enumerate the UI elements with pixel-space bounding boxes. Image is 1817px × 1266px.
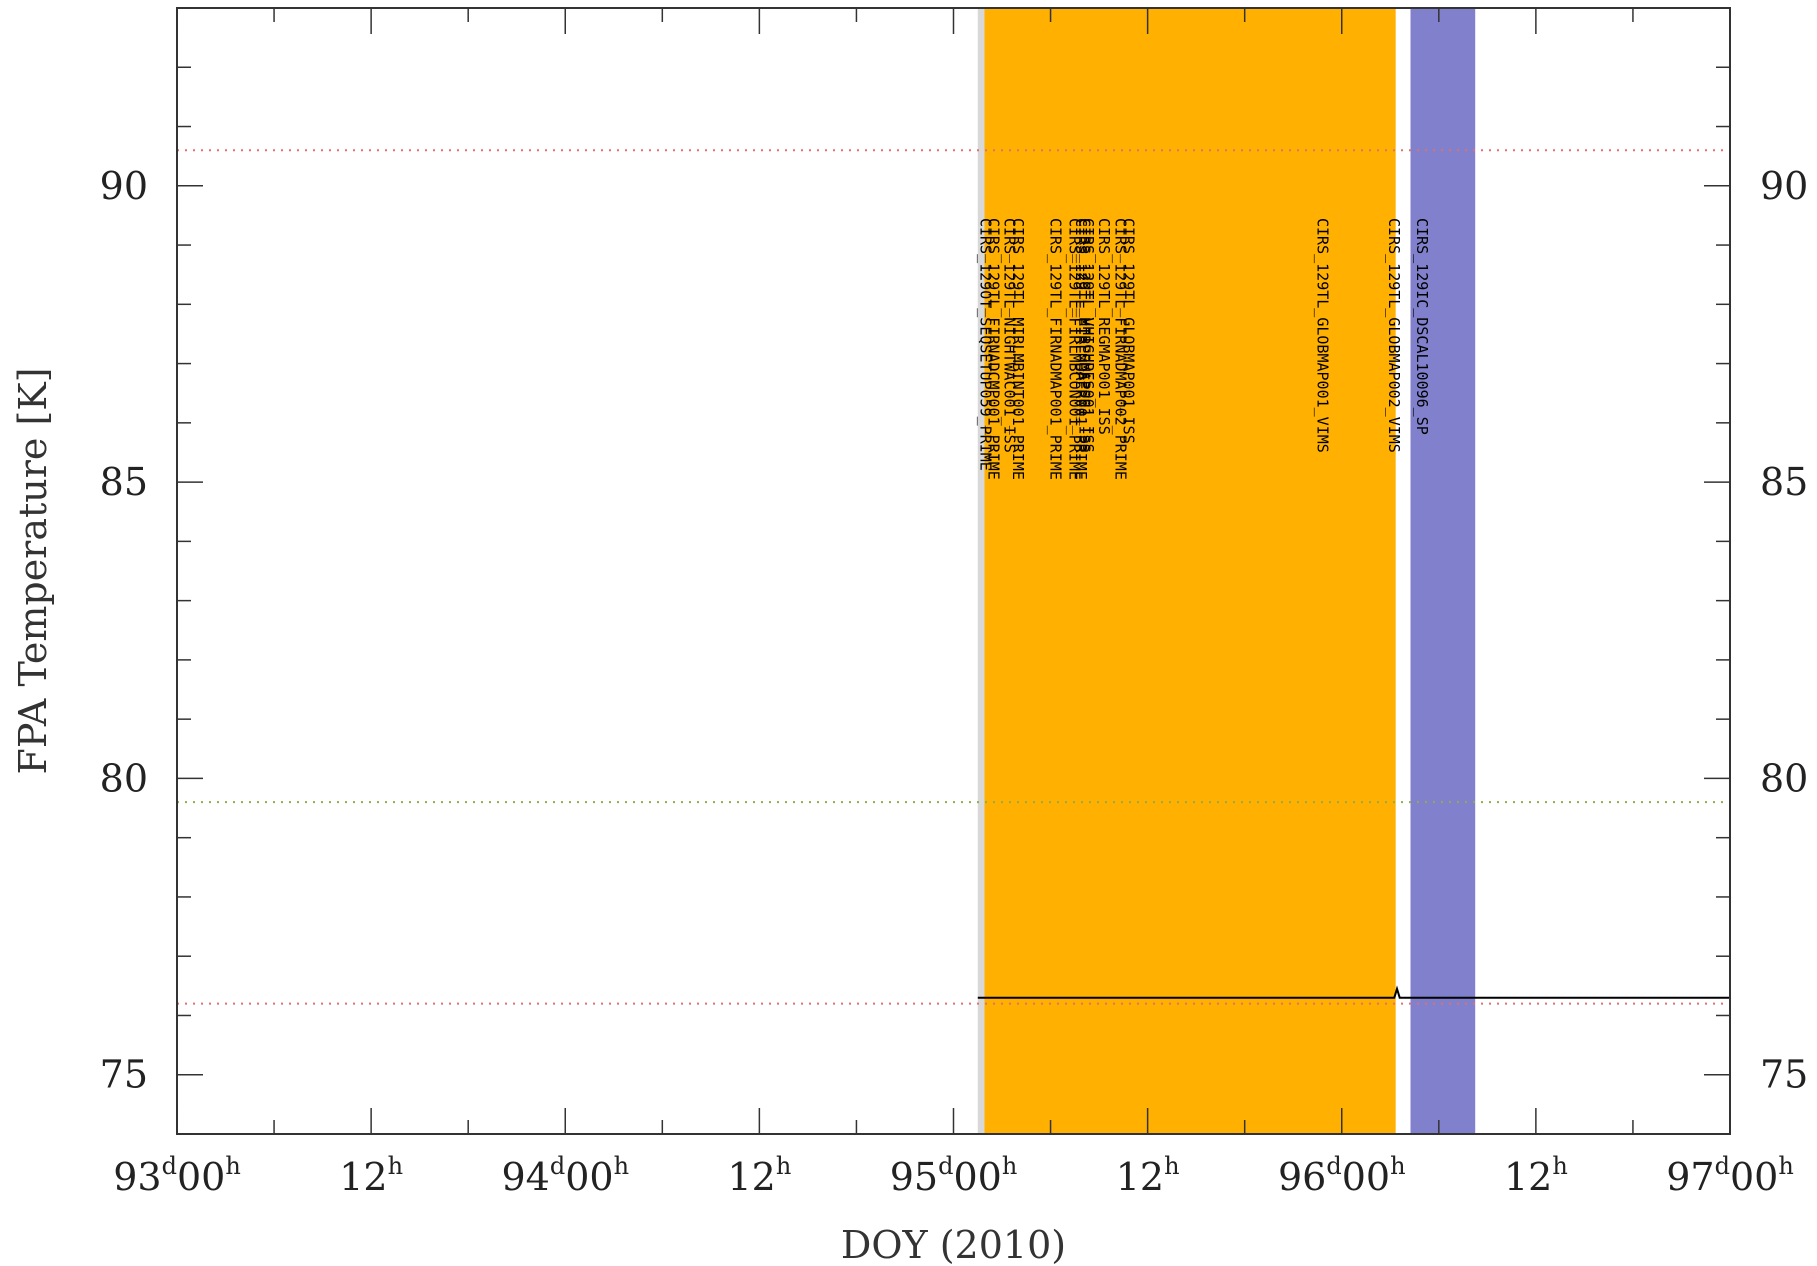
y-axis-label: FPA Temperature [K] xyxy=(11,367,55,774)
reference-lines xyxy=(177,149,1730,1005)
x-tick-label: 95d00h xyxy=(890,1152,1018,1199)
observation-label: CIRS_129TL_FIRNADMAP002_PRIME xyxy=(1111,218,1129,480)
x-axis-label: DOY (2010) xyxy=(841,1223,1066,1266)
x-tick-label: 96d00h xyxy=(1278,1152,1406,1199)
observation-label: CIRS_129TL_HIRESMAP001_ISS xyxy=(1076,218,1094,453)
observation-band xyxy=(984,8,1396,1134)
y-tick-label-left: 75 xyxy=(100,1053,148,1097)
x-axis-ticks: 93d00h 12h 94d00h 12h 95d00h 12h 96d00h 12h 97d0… xyxy=(113,8,1794,1199)
observation-label: CIRS_129TL_FIRLMBAER001_PRIME xyxy=(1072,218,1090,480)
x-tick-label: 94d00h xyxy=(501,1152,629,1199)
x-tick-label: 12h xyxy=(1504,1152,1568,1199)
observation-label: CIRS_129TL_VHIGHRES001_ISS xyxy=(1079,218,1097,453)
observation-label: CIRS_129TL_FIRLMBCON001_PRIME xyxy=(1065,218,1083,480)
observation-band xyxy=(977,8,985,1134)
observation-label: CIRS_129TL_GLOBMAP002_VIMS xyxy=(1385,218,1403,453)
observation-bands xyxy=(977,8,1476,1134)
observation-label: CIRS_129TL_FIRNADCMP001_PRIME xyxy=(985,218,1003,480)
y-tick-label-right: 85 xyxy=(1760,460,1808,504)
observation-band xyxy=(1410,8,1476,1134)
observation-label: CIRS_129IC_DSCAL10096_SP xyxy=(1413,218,1431,435)
x-tick-label: 97d00h xyxy=(1666,1152,1794,1199)
observation-label: CIRS_129TL_MIRLMBINT001_PRIME xyxy=(1009,218,1027,480)
y-tick-label-right: 80 xyxy=(1760,756,1808,800)
observation-label: CIRS_129TL_GLOBMAP001_VIMS xyxy=(1314,218,1332,453)
temperature-series xyxy=(977,985,1730,999)
x-tick-label: 12h xyxy=(727,1152,791,1199)
series-line xyxy=(977,985,1730,999)
observation-label: CIRS_129OT_SEQSETUP059_PRIME xyxy=(977,218,995,471)
y-tick-label-left: 80 xyxy=(100,756,148,800)
y-tick-label-left: 85 xyxy=(100,460,148,504)
observation-labels: CIRS_129OT_SEQSETUP059_PRIMECIRS_129TL_F… xyxy=(977,218,1432,480)
y-axis-ticks: 75 75 80 80 85 85 90 90 xyxy=(100,7,1808,1135)
x-tick-label: 12h xyxy=(339,1152,403,1199)
observation-label: CIRS_129TL_REGMAP001_ISS xyxy=(1095,218,1113,435)
y-tick-label-right: 75 xyxy=(1760,1053,1808,1097)
plot-frame xyxy=(176,7,1731,1135)
x-tick-label: 93d00h xyxy=(113,1152,241,1199)
y-tick-label-left: 90 xyxy=(100,164,148,208)
observation-label: CIRS_129TL_NIGHTWAC001_ISS xyxy=(1001,218,1019,453)
x-tick-label: 12h xyxy=(1116,1152,1180,1199)
observation-label: CIRS_129TL_GLOBMAP001_ISS xyxy=(1119,218,1137,444)
observation-label: CIRS_129TL_FIRNADMAP001_PRIME xyxy=(1047,218,1065,480)
y-tick-label-right: 90 xyxy=(1760,164,1808,208)
